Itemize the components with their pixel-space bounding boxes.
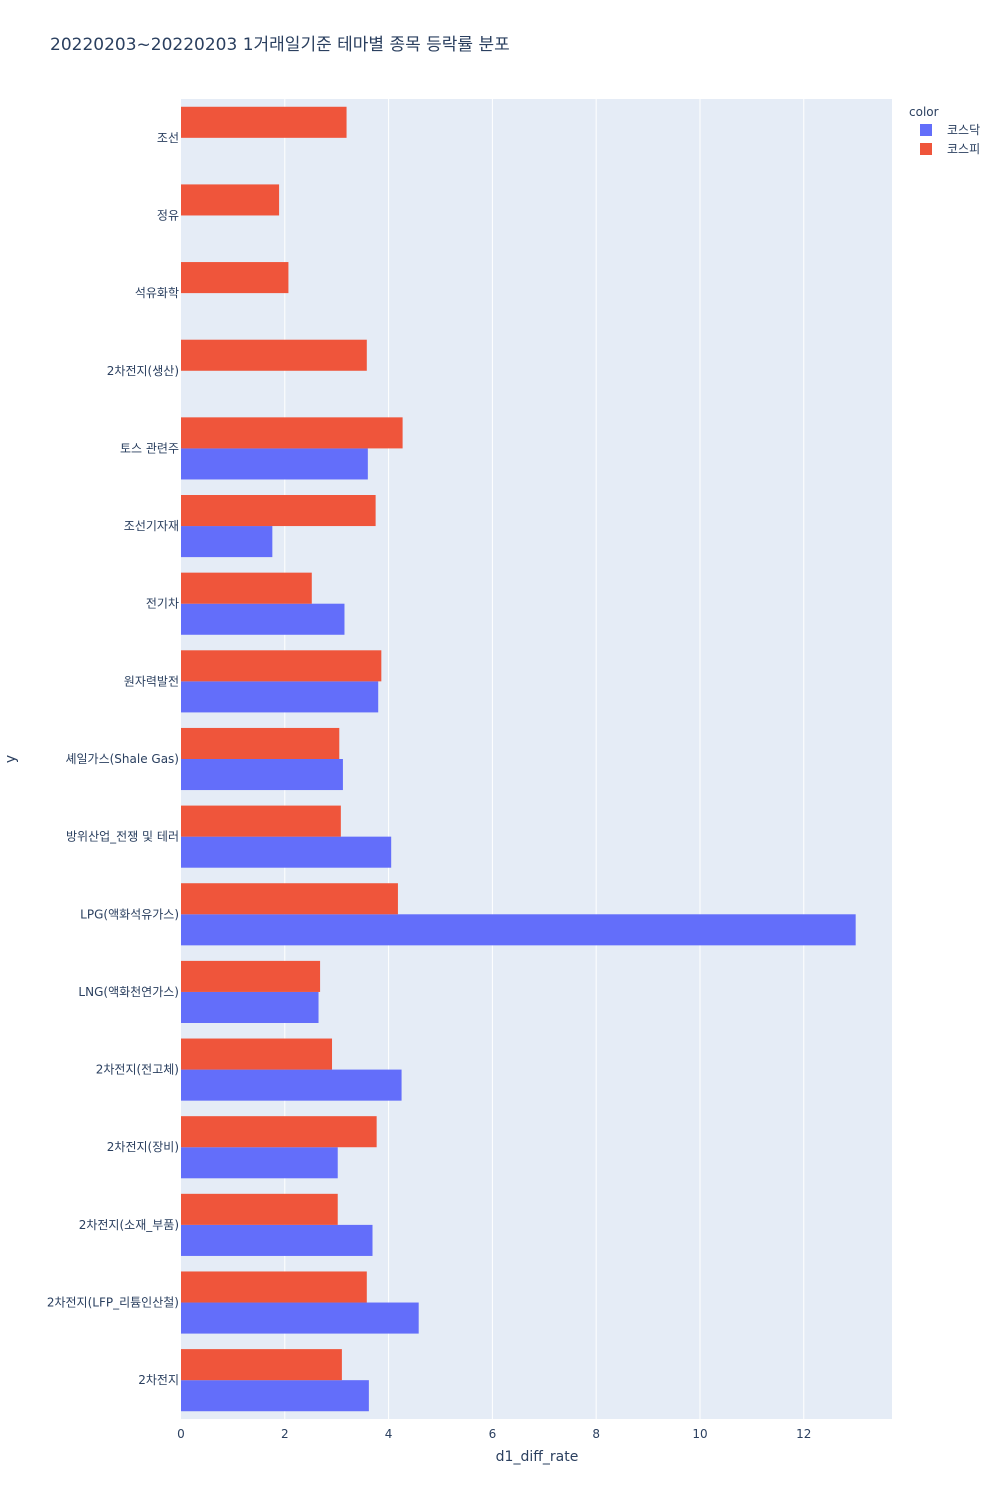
bar-kosdaq [181,603,345,635]
bars [181,106,856,1412]
x-tick-label: 4 [385,1427,393,1441]
legend: color 코스닥 코스피 [909,105,980,156]
bar-kospi [181,339,367,371]
x-axis-ticks: 0 2 4 6 8 10 12 [177,1427,811,1441]
bar-kosdaq [181,526,273,558]
x-axis-title: d1_diff_rate [496,1449,579,1465]
y-tick-label: 2차전지(생산) [107,364,179,378]
y-tick-label: 조선기자재 [124,519,179,533]
bar-kosdaq [181,681,379,713]
chart-title: 20220203~20220203 1거래일기준 테마별 종목 등락률 분포 [50,35,510,55]
y-axis-title: y [3,755,19,763]
bar-kosdaq [181,1224,373,1256]
x-tick-label: 6 [489,1427,497,1441]
legend-swatch [920,124,932,136]
bar-kosdaq [181,1147,338,1179]
y-tick-label: 석유화학 [135,286,179,300]
y-tick-label: LNG(액화천연가스) [78,984,179,999]
y-tick-label: 원자력발전 [124,674,179,688]
bar-kosdaq [181,1380,369,1412]
y-tick-label: 셰일가스(Shale Gas) [65,752,179,766]
bar-kosdaq [181,836,392,868]
x-tick-label: 0 [177,1427,185,1441]
bar-kospi [181,106,347,138]
legend-item-kosdaq[interactable]: 코스닥 [920,123,980,137]
legend-item-kospi[interactable]: 코스피 [920,142,980,156]
bar-kosdaq [181,991,319,1023]
bar-kospi [181,1193,338,1225]
bar-kosdaq [181,1302,419,1334]
x-tick-label: 10 [692,1427,707,1441]
bar-kosdaq [181,914,856,946]
bar-kospi [181,262,289,294]
y-tick-label: 전기차 [146,597,179,611]
y-tick-label: LPG(액화석유가스) [80,907,179,921]
y-tick-label: 2차전지 [138,1373,179,1387]
y-tick-label: 2차전지(소재_부품) [79,1218,179,1232]
x-tick-label: 2 [281,1427,289,1441]
bar-kospi [181,883,398,915]
y-tick-label: 2차전지(전고체) [96,1063,179,1077]
y-tick-label: 2차전지(장비) [107,1140,179,1154]
bar-kospi [181,184,280,216]
y-tick-label: 2차전지(LFP_리튬인산철) [47,1296,179,1310]
bar-kosdaq [181,1069,402,1101]
bar-kospi [181,1349,342,1381]
bar-kospi [181,417,403,449]
bar-kospi [181,495,376,527]
x-tick-label: 12 [796,1427,811,1441]
bar-kosdaq [181,759,343,791]
y-tick-label: 방위산업_전쟁 및 테러 [66,830,179,844]
y-tick-label: 정유 [157,208,179,222]
bar-kospi [181,1116,377,1148]
bar-kosdaq [181,448,368,480]
legend-title: color [909,105,939,119]
bar-kospi [181,960,321,992]
bar-kospi [181,727,340,759]
grid [284,99,805,1419]
legend-swatch [920,143,932,155]
legend-label: 코스피 [947,142,980,156]
bar-kospi [181,1271,367,1303]
bar-kospi [181,1038,333,1070]
bar-kospi [181,805,341,837]
bar-kospi [181,572,312,604]
x-tick-label: 8 [592,1427,600,1441]
legend-label: 코스닥 [947,123,980,137]
bar-kospi [181,650,382,682]
y-tick-label: 토스 관련주 [120,441,179,455]
y-tick-label: 조선 [157,131,179,145]
